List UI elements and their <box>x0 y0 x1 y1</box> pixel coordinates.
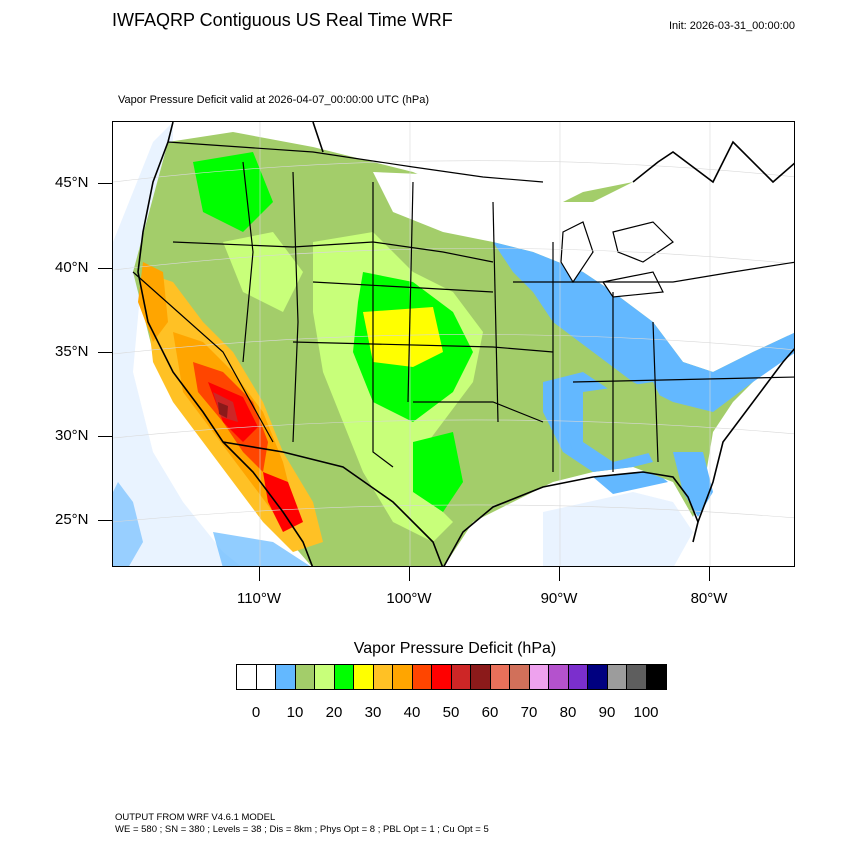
lon-label-80w: 80°W <box>690 590 728 607</box>
lat-label-40: 40°N <box>55 259 89 276</box>
lat-tick <box>98 183 112 184</box>
lon-tick <box>559 567 560 581</box>
model-footer-line2: WE = 580 ; SN = 380 ; Levels = 38 ; Dis … <box>115 824 489 835</box>
colorbar-tick-label: 10 <box>286 704 304 721</box>
colorbar-swatch <box>646 665 666 689</box>
model-footer-line1: OUTPUT FROM WRF V4.6.1 MODEL <box>115 812 276 823</box>
colorbar-swatch <box>393 665 413 689</box>
colorbar-tick-label: 20 <box>325 704 343 721</box>
colorbar-swatch <box>315 665 335 689</box>
colorbar-swatch <box>432 665 452 689</box>
colorbar-title: Vapor Pressure Deficit (hPa) <box>353 640 557 657</box>
lon-tick <box>709 567 710 581</box>
colorbar-swatch <box>354 665 374 689</box>
colorbar-swatch <box>490 665 510 689</box>
lat-tick <box>98 268 112 269</box>
colorbar-swatch <box>549 665 569 689</box>
colorbar-swatch <box>256 665 276 689</box>
colorbar-swatch <box>295 665 315 689</box>
colorbar-tick-label: 60 <box>481 704 499 721</box>
vpd-field-map <box>113 122 794 566</box>
lon-label-100w: 100°W <box>386 590 432 607</box>
lat-label-35: 35°N <box>55 343 89 360</box>
colorbar-swatch <box>588 665 608 689</box>
colorbar-swatch <box>471 665 491 689</box>
colorbar-tick-label: 0 <box>251 704 261 721</box>
lat-tick <box>98 352 112 353</box>
colorbar-swatch <box>451 665 471 689</box>
map-title: IWFAQRP Contiguous US Real Time WRF <box>112 10 453 30</box>
lat-tick <box>98 436 112 437</box>
colorbar-tick-label: 80 <box>559 704 577 721</box>
colorbar-swatch <box>607 665 627 689</box>
colorbar-swatch <box>237 665 257 689</box>
colorbar-swatch <box>510 665 530 689</box>
colorbar-swatch <box>412 665 432 689</box>
colorbar-swatch <box>568 665 588 689</box>
lat-label-30: 30°N <box>55 427 89 444</box>
lon-label-90w: 90°W <box>540 590 578 607</box>
colorbar-tick-label: 40 <box>403 704 421 721</box>
colorbar-tick-label: 50 <box>442 704 460 721</box>
colorbar-swatch <box>529 665 549 689</box>
colorbar-swatch <box>334 665 354 689</box>
lat-tick <box>98 520 112 521</box>
colorbar <box>236 664 667 690</box>
lon-tick <box>259 567 260 581</box>
colorbar-swatch <box>373 665 393 689</box>
map-plot-area <box>112 121 795 567</box>
colorbar-tick-label: 100 <box>633 704 659 721</box>
lat-label-25: 25°N <box>55 511 89 528</box>
colorbar-tick-label: 70 <box>520 704 538 721</box>
field-subtitle: Vapor Pressure Deficit valid at 2026-04-… <box>118 94 430 106</box>
colorbar-tick-label: 30 <box>364 704 382 721</box>
lat-label-45: 45°N <box>55 174 89 191</box>
lon-label-110w: 110°W <box>236 590 282 607</box>
init-time: Init: 2026-03-31_00:00:00 <box>669 20 795 32</box>
colorbar-swatch <box>627 665 647 689</box>
lon-tick <box>409 567 410 581</box>
colorbar-swatch <box>276 665 296 689</box>
colorbar-tick-label: 90 <box>598 704 616 721</box>
